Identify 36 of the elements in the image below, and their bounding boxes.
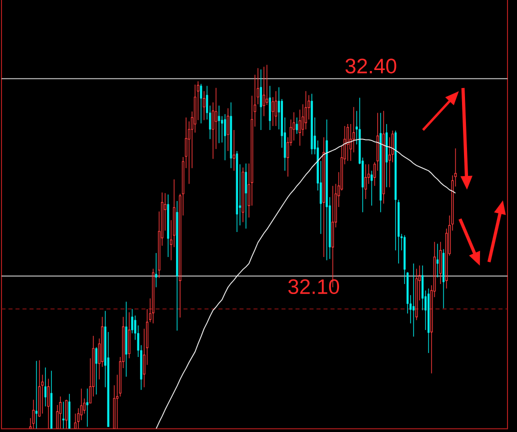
- candlestick: [296, 117, 298, 134]
- ref-line-label: 32.40: [346, 58, 396, 74]
- candlestick: [155, 252, 158, 288]
- candlestick: [86, 388, 88, 428]
- candlestick: [260, 69, 262, 130]
- candlestick: [262, 66, 266, 116]
- candlestick: [224, 114, 226, 161]
- candlestick: [268, 86, 271, 130]
- candlestick: [242, 167, 244, 222]
- candlestick: [346, 124, 349, 162]
- candlestick: [415, 268, 418, 320]
- ref-line-label: 32.10: [288, 279, 340, 294]
- candlestick: [272, 96, 274, 126]
- candlestick: [266, 64, 268, 106]
- candlestick: [322, 136, 325, 258]
- candlestick: [439, 241, 442, 284]
- candlestick: [214, 88, 218, 150]
- candlestick: [95, 346, 98, 395]
- candlestick: [128, 312, 130, 359]
- candlestick: [218, 105, 220, 144]
- candlestick: [244, 163, 247, 230]
- candlestick: [232, 130, 236, 172]
- candlestick: [370, 170, 373, 206]
- candlestick: [382, 110, 385, 204]
- candlestick: [38, 360, 41, 417]
- candlestick: [200, 84, 202, 124]
- candlestick: [202, 90, 206, 120]
- candlestick: [32, 399, 35, 429]
- candlestick: [35, 360, 38, 429]
- candlestick: [412, 263, 415, 337]
- candlestick: [436, 243, 439, 278]
- candlestick: [152, 268, 154, 324]
- candlestick: [44, 367, 46, 407]
- candlestick: [274, 90, 278, 126]
- candlestick: [364, 164, 367, 200]
- candlestick: [226, 108, 230, 152]
